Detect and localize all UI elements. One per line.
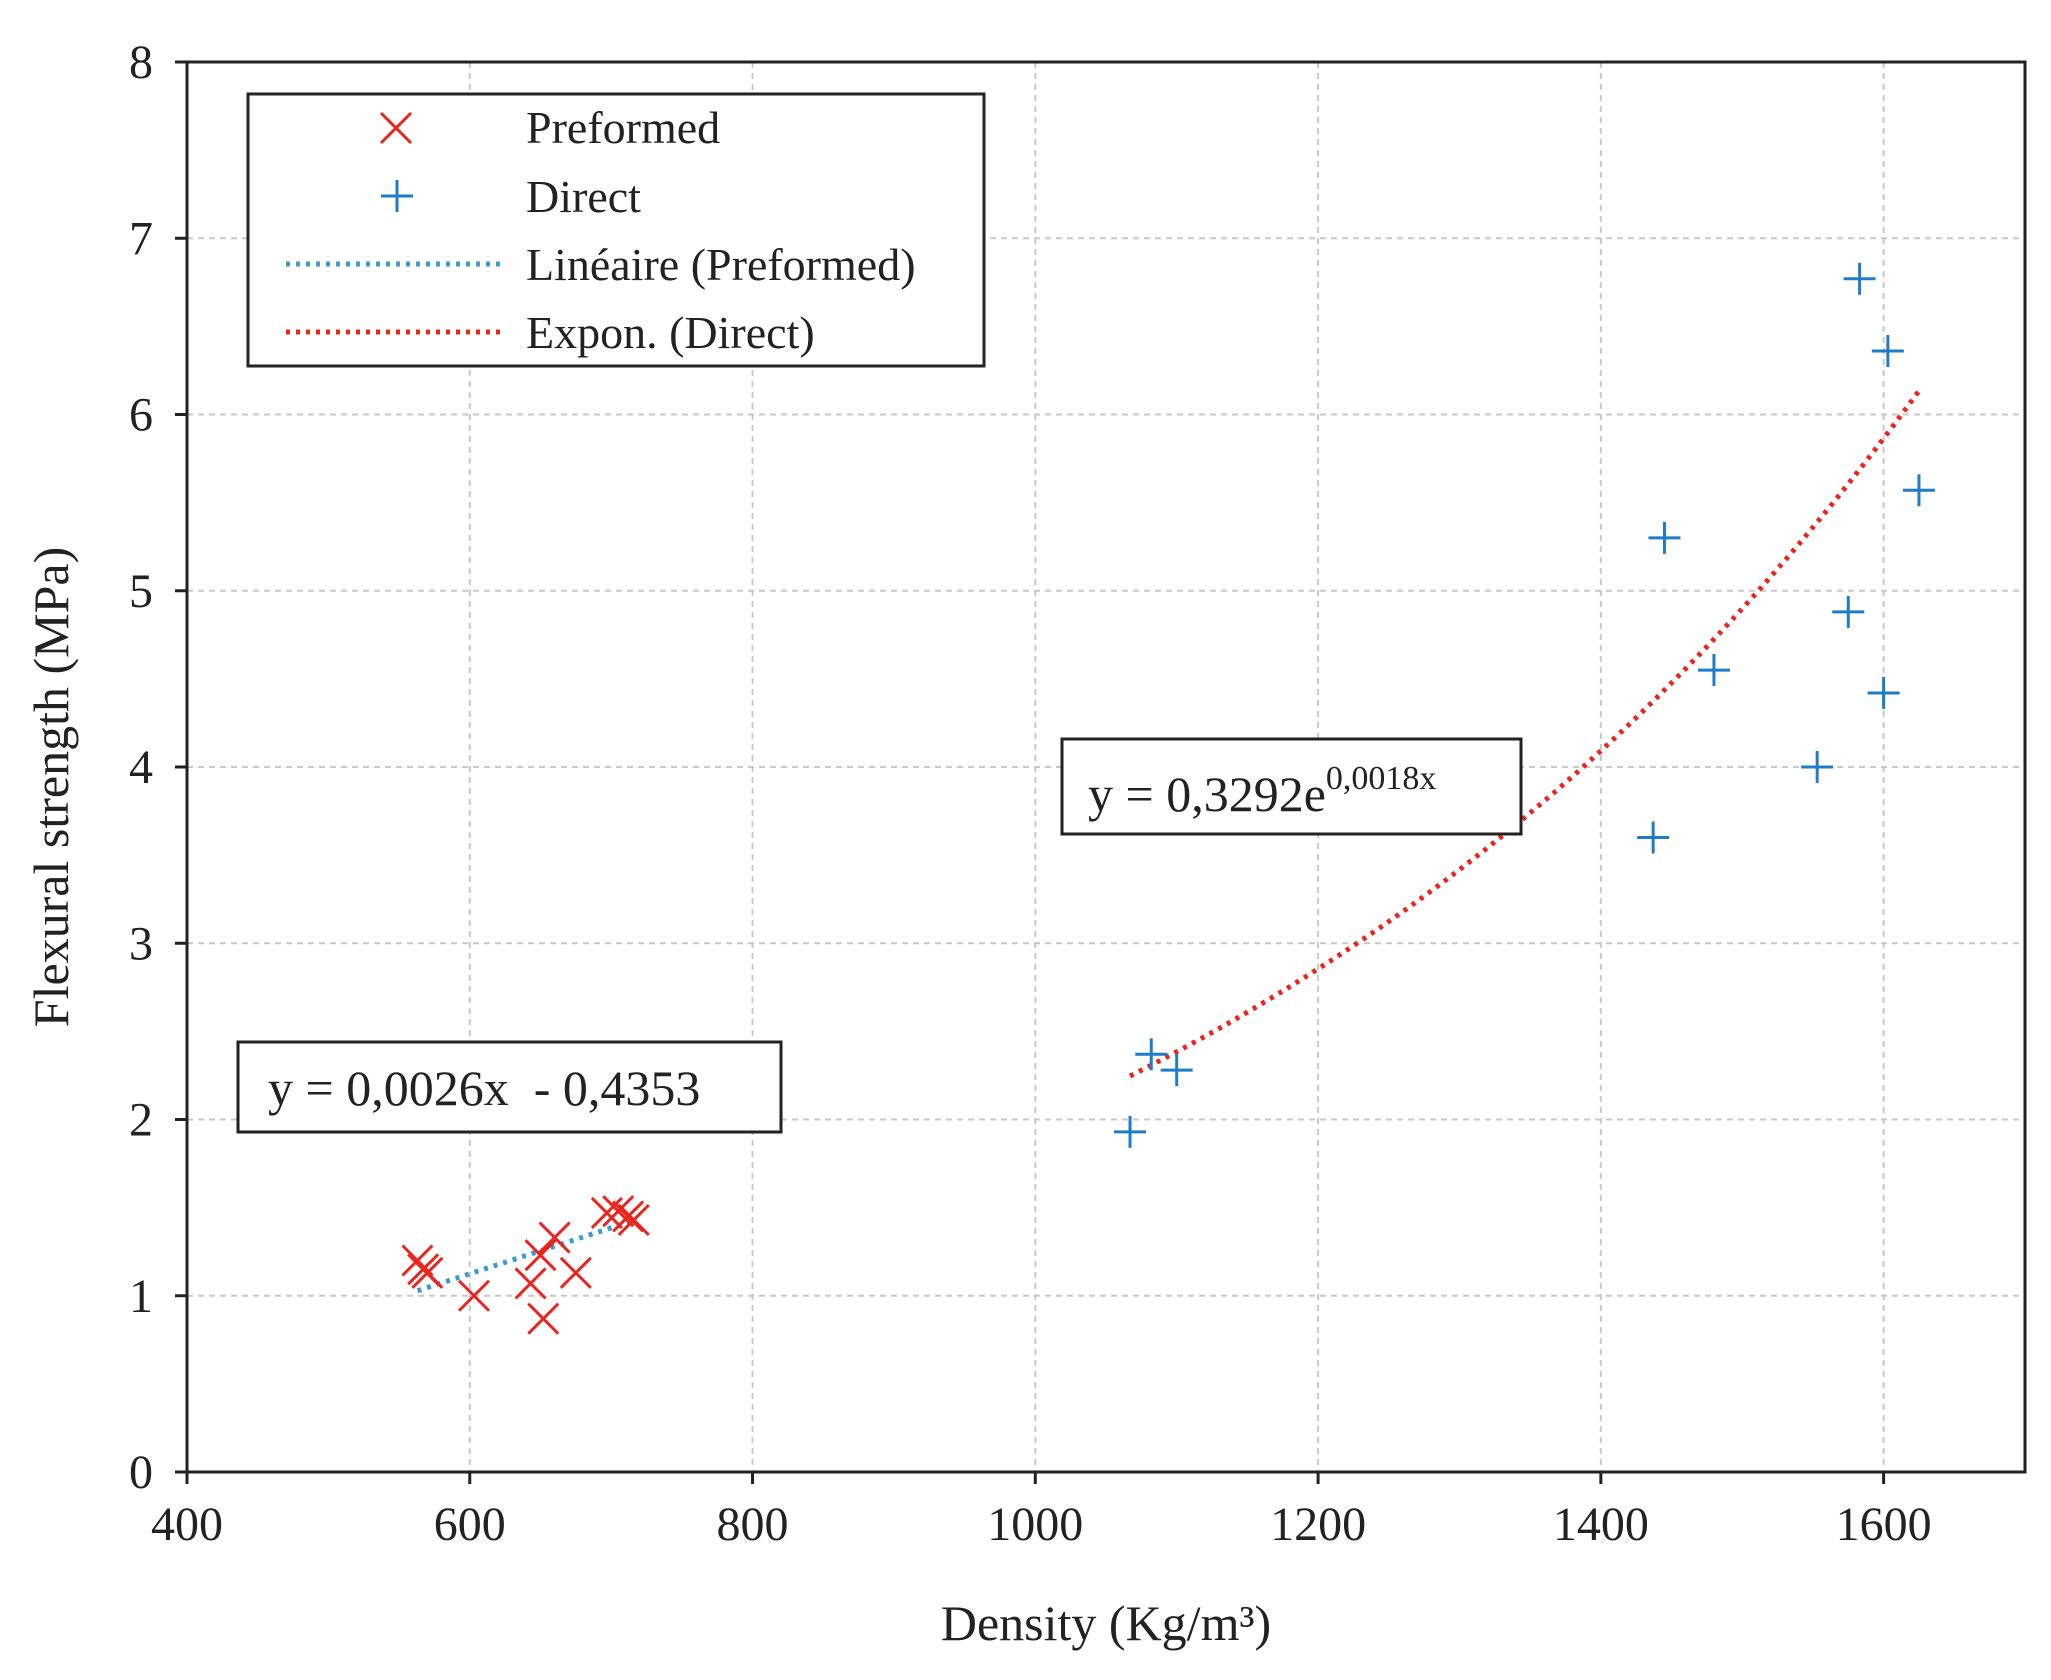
x-axis-title: Density (Kg/m³) xyxy=(941,1595,1271,1651)
legend-label-linear: Linéaire (Preformed) xyxy=(526,239,916,290)
point-direct xyxy=(1160,1054,1193,1087)
equation-exponential-base: y = 0,3292e xyxy=(1088,766,1326,822)
y-axis-title: Flexural strength (MPa) xyxy=(23,547,79,1027)
x-tick-label: 1600 xyxy=(1836,1498,1932,1551)
y-tick-label: 0 xyxy=(129,1446,153,1499)
x-tick-label: 1400 xyxy=(1553,1498,1649,1551)
trendline-linear xyxy=(416,1218,635,1294)
legend-marker-preformed xyxy=(379,111,413,145)
equation-box-linear: y = 0,0026x - 0,4353 xyxy=(236,1040,783,1134)
point-preformed xyxy=(590,1196,623,1229)
point-direct xyxy=(1648,521,1681,554)
point-preformed xyxy=(538,1221,571,1254)
y-tick-label: 2 xyxy=(129,1094,153,1147)
y-tick-label: 1 xyxy=(129,1270,153,1323)
equation-box-exponential: y = 0,3292e0,0018x xyxy=(1060,737,1523,836)
y-tick-label: 8 xyxy=(129,36,153,89)
legend: Preformed Direct Linéaire (Preformed) Ex… xyxy=(246,92,986,368)
y-tick-label: 5 xyxy=(129,565,153,618)
point-preformed xyxy=(602,1195,635,1228)
trendline-exponential xyxy=(1128,389,1922,1079)
svg-text:y = 0,3292e0,0018x: y = 0,3292e0,0018x xyxy=(1088,760,1436,822)
point-direct xyxy=(1871,335,1904,368)
y-tick-label: 3 xyxy=(129,917,153,970)
x-tick-label: 400 xyxy=(151,1498,223,1551)
point-preformed xyxy=(527,1302,560,1335)
legend-label-direct: Direct xyxy=(526,171,641,222)
point-preformed xyxy=(514,1267,547,1300)
legend-marker-direct xyxy=(381,180,413,212)
point-direct xyxy=(1637,821,1670,854)
x-tick-label: 600 xyxy=(434,1498,506,1551)
point-direct xyxy=(1114,1115,1147,1148)
legend-box xyxy=(246,92,986,368)
point-direct xyxy=(1801,751,1834,783)
point-direct xyxy=(1697,654,1730,687)
equation-exponential-exponent: 0,0018x xyxy=(1326,760,1437,797)
data-points xyxy=(401,262,1935,1335)
point-preformed xyxy=(457,1279,491,1312)
point-direct xyxy=(1843,262,1876,295)
y-tick-label: 7 xyxy=(129,212,153,265)
legend-label-exponential: Expon. (Direct) xyxy=(526,307,815,358)
x-tick-label: 1000 xyxy=(987,1498,1083,1551)
y-tick-label: 6 xyxy=(129,389,153,442)
point-preformed xyxy=(524,1239,557,1272)
trendlines xyxy=(416,389,1922,1294)
point-preformed xyxy=(612,1200,645,1233)
point-preformed xyxy=(559,1256,592,1289)
point-direct xyxy=(1832,595,1865,628)
axis-ticks: 400 600 800 1000 1200 1400 1600 0 1 2 3 4 5 6 7 8 xyxy=(129,36,1932,1551)
point-direct xyxy=(1902,474,1935,507)
point-preformed xyxy=(617,1203,650,1237)
x-tick-label: 1200 xyxy=(1270,1498,1366,1551)
point-preformed xyxy=(401,1244,434,1277)
point-preformed xyxy=(411,1256,444,1289)
point-direct xyxy=(1867,676,1900,709)
legend-label-preformed: Preformed xyxy=(526,102,720,153)
point-direct xyxy=(1135,1038,1168,1071)
y-tick-label: 4 xyxy=(129,741,153,794)
x-tick-label: 800 xyxy=(717,1498,789,1551)
equation-linear: y = 0,0026x - 0,4353 xyxy=(268,1060,700,1116)
